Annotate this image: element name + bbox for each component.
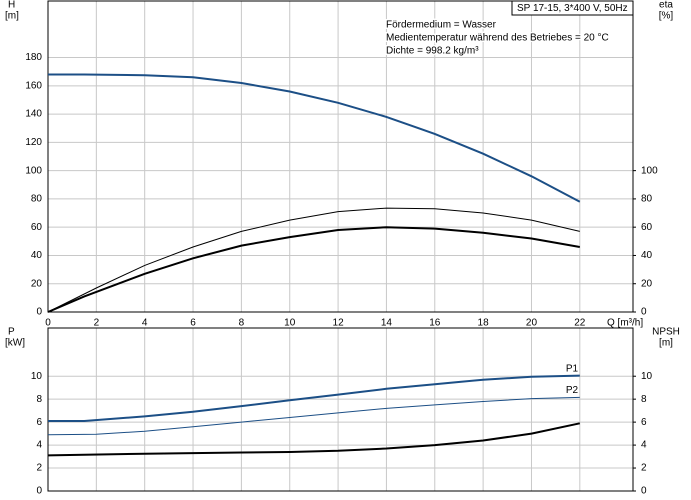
x-tick-label: 10 bbox=[284, 318, 296, 329]
x-tick-label: 16 bbox=[429, 318, 441, 329]
curve-label: P2 bbox=[566, 385, 579, 396]
x-tick-label: 4 bbox=[142, 318, 148, 329]
y-tick-label: 0 bbox=[36, 307, 42, 318]
y-tick-label: 160 bbox=[25, 80, 42, 91]
y-tick-label: 0 bbox=[36, 486, 42, 497]
y-tick-label: 6 bbox=[36, 417, 42, 428]
annotation: Dichte = 998.2 kg/m³ bbox=[386, 46, 479, 57]
y-tick-label: 80 bbox=[31, 194, 43, 205]
y2-tick-label: 6 bbox=[641, 417, 647, 428]
x-axis-label: Q [m³/h] bbox=[607, 318, 643, 329]
y2-tick-label: 0 bbox=[641, 307, 647, 318]
curve-label: P1 bbox=[566, 363, 579, 374]
x-tick-label: 14 bbox=[381, 318, 393, 329]
x-tick-label: 6 bbox=[190, 318, 196, 329]
y2-tick-label: 4 bbox=[641, 440, 647, 451]
curve bbox=[47, 396, 580, 436]
y2-tick-label: 2 bbox=[641, 463, 647, 474]
y-axis-label: H bbox=[8, 0, 15, 11]
plot-frame bbox=[47, 0, 634, 313]
plot-frame bbox=[47, 327, 634, 492]
y-tick-label: 180 bbox=[25, 52, 42, 63]
y2-tick-label: 80 bbox=[641, 194, 653, 205]
y-axis-label: [kW] bbox=[5, 338, 25, 349]
y2-tick-label: 0 bbox=[641, 486, 647, 497]
y2-tick-label: 100 bbox=[641, 165, 658, 176]
y2-tick-label: 60 bbox=[641, 222, 653, 233]
curve bbox=[47, 422, 581, 457]
y-tick-label: 20 bbox=[31, 278, 43, 289]
y-tick-label: 4 bbox=[36, 440, 42, 451]
chart-title: SP 17-15, 3*400 V, 50Hz bbox=[517, 3, 628, 14]
y-tick-label: 140 bbox=[25, 109, 42, 120]
annotation: Medientemperatur während des Betriebes =… bbox=[386, 33, 609, 44]
y2-tick-label: 10 bbox=[641, 371, 653, 382]
y-axis-label: [m] bbox=[5, 11, 19, 22]
y-tick-label: 120 bbox=[25, 137, 42, 148]
x-tick-label: 20 bbox=[526, 318, 538, 329]
x-tick-label: 22 bbox=[574, 318, 586, 329]
curve bbox=[48, 374, 580, 422]
y-axis-label: P bbox=[8, 327, 15, 338]
y2-axis-label: [m] bbox=[659, 338, 673, 349]
y2-tick-label: 20 bbox=[641, 278, 653, 289]
y-tick-label: 100 bbox=[25, 165, 42, 176]
y2-tick-label: 40 bbox=[641, 250, 653, 261]
title-box bbox=[511, 0, 634, 16]
annotation: Fördermedium = Wasser bbox=[386, 20, 497, 31]
y-tick-label: 8 bbox=[36, 394, 42, 405]
x-tick-label: 8 bbox=[239, 318, 245, 329]
y-tick-label: 10 bbox=[31, 371, 43, 382]
x-tick-label: 0 bbox=[45, 318, 51, 329]
curve bbox=[47, 226, 580, 313]
y-tick-label: 40 bbox=[31, 250, 43, 261]
y2-axis-label: eta bbox=[659, 0, 673, 11]
y-tick-label: 2 bbox=[36, 463, 42, 474]
x-tick-label: 2 bbox=[94, 318, 100, 329]
curve bbox=[47, 207, 580, 313]
curve bbox=[48, 73, 581, 203]
y2-tick-label: 8 bbox=[641, 394, 647, 405]
y2-axis-label: [%] bbox=[659, 11, 674, 22]
x-tick-label: 18 bbox=[478, 318, 490, 329]
y-tick-label: 60 bbox=[31, 222, 43, 233]
y2-axis-label: NPSH bbox=[652, 327, 680, 338]
x-tick-label: 12 bbox=[333, 318, 345, 329]
